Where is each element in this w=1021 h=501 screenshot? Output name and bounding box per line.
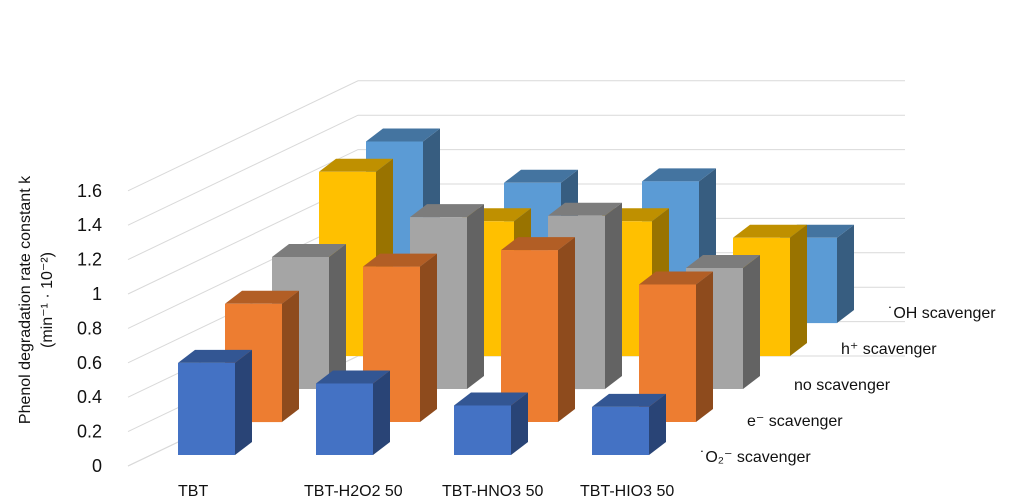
gridline bbox=[127, 114, 905, 226]
series-label: e⁻ scavenger bbox=[747, 413, 843, 430]
y-tick-label: 0.6 bbox=[77, 353, 102, 373]
y-axis-title-line2: (min⁻¹ · 10⁻²) bbox=[39, 252, 56, 348]
y-axis-title-line1: Phenol degradation rate constant k bbox=[17, 175, 34, 424]
bar bbox=[454, 392, 528, 455]
bar bbox=[592, 393, 666, 455]
y-tick-label: 1 bbox=[92, 284, 102, 304]
category-label: TBT-HIO3 50 bbox=[580, 483, 674, 500]
y-tick-label: 1.4 bbox=[77, 215, 102, 235]
bars bbox=[178, 128, 854, 455]
bar bbox=[316, 370, 390, 455]
y-tick-label: 1.2 bbox=[77, 250, 102, 270]
y-tick-label: 0.2 bbox=[77, 422, 102, 442]
gridline bbox=[127, 80, 905, 192]
bar bbox=[363, 253, 437, 422]
series-labels: ˙O₂⁻ scavenger e⁻ scavenger no scavenger h⁺… bbox=[700, 305, 996, 466]
y-tick-label: 1.6 bbox=[77, 181, 102, 201]
y-axis-ticks: 0 0.2 0.4 0.6 0.8 1 1.2 1.4 1.6 bbox=[77, 181, 102, 476]
category-label: TBT bbox=[178, 483, 208, 500]
y-tick-label: 0 bbox=[92, 456, 102, 476]
category-labels: TBT TBT-H2O2 50 TBT-HNO3 50 TBT-HIO3 50 bbox=[178, 483, 674, 500]
category-label: TBT-HNO3 50 bbox=[442, 483, 543, 500]
series-label: no scavenger bbox=[794, 377, 891, 394]
gridline bbox=[127, 149, 905, 261]
series-label: ˙O₂⁻ scavenger bbox=[700, 449, 811, 466]
category-label: TBT-H2O2 50 bbox=[304, 483, 403, 500]
series-label: h⁺ scavenger bbox=[841, 341, 937, 358]
bar bbox=[178, 349, 252, 455]
series-label: ˙OH scavenger bbox=[888, 305, 996, 322]
y-tick-label: 0.4 bbox=[77, 387, 102, 407]
y-tick-label: 0.8 bbox=[77, 318, 102, 338]
